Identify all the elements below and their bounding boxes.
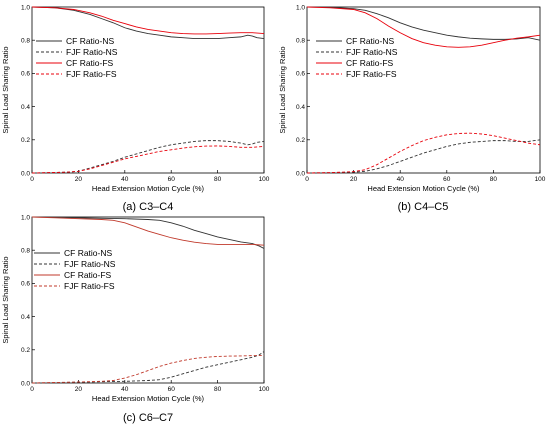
series-line-cf-ratio-fs	[31, 6, 265, 35]
x-tick-label: 60	[168, 386, 176, 393]
legend-label: FJF Ratio-FS	[66, 69, 117, 79]
x-tick-label: 100	[259, 386, 270, 393]
y-tick-label: 0.6	[21, 71, 30, 78]
y-axis-label: Spinal Load Sharing Ratio	[1, 256, 10, 343]
y-tick-label: 0.8	[296, 38, 305, 45]
x-tick-label: 80	[490, 176, 498, 183]
x-tick-label: 40	[121, 386, 129, 393]
legend-label: CF Ratio-NS	[64, 248, 113, 258]
legend-label: FJF Ratio-NS	[346, 47, 398, 57]
legend-label: FJF Ratio-FS	[346, 69, 397, 79]
legend-label: CF Ratio-FS	[346, 58, 394, 68]
x-tick-label: 0	[30, 386, 34, 393]
legend-label: CF Ratio-FS	[66, 58, 114, 68]
x-tick-label: 0	[305, 176, 309, 183]
y-tick-label: 0.6	[21, 281, 30, 288]
y-tick-label: 0.2	[21, 347, 30, 354]
legend-label: CF Ratio-NS	[346, 36, 395, 46]
panel-caption: (c) C6–C7	[123, 412, 173, 424]
x-tick-label: 40	[397, 176, 405, 183]
y-tick-label: 0.0	[21, 380, 30, 387]
series-line-fjf-ratio-fs	[306, 132, 541, 174]
y-tick-label: 0.2	[296, 137, 305, 144]
chart-panel-3: 0 20 40 60 80 100 0.0 0.2 0.4 0.6 0.8 1.0 Head Exten…	[1, 214, 270, 424]
x-tick-label: 80	[214, 386, 222, 393]
x-tick-label: 80	[214, 176, 222, 183]
series-line-fjf-ratio-fs	[31, 355, 264, 384]
y-tick-label: 0.4	[296, 104, 305, 111]
y-tick-label: 1.0	[296, 4, 305, 11]
x-tick-label: 100	[259, 176, 270, 183]
y-tick-label: 0.8	[21, 38, 30, 45]
x-axis-label: Head Extension Motion Cycle (%)	[367, 184, 480, 193]
chart-panel-1: 0 20 40 60 80 100 0.0 0.2 0.4 0.6 0.8 1.0 Head Exten…	[1, 4, 270, 213]
y-axis-label: Spinal Load Sharing Ratio	[278, 46, 287, 133]
y-tick-label: 0.6	[296, 71, 305, 78]
y-tick-label: 1.0	[21, 214, 30, 221]
plot-frame	[31, 6, 265, 174]
x-tick-label: 60	[168, 176, 176, 183]
plot-frame	[31, 216, 265, 384]
legend-label: FJF Ratio-NS	[64, 259, 116, 269]
plot-frame	[306, 6, 541, 174]
x-tick-label: 40	[121, 176, 129, 183]
series-line-cf-ratio-fs	[306, 6, 541, 48]
series-line-cf-ratio-ns	[31, 6, 265, 39]
x-tick-label: 20	[75, 386, 83, 393]
panel-caption: (b) C4–C5	[398, 201, 449, 213]
x-axis-label: Head Extension Motion Cycle (%)	[92, 394, 205, 403]
y-tick-label: 0.0	[21, 170, 30, 177]
x-tick-label: 60	[443, 176, 451, 183]
y-tick-label: 0.4	[21, 314, 30, 321]
series-line-fjf-ratio-ns	[306, 139, 541, 174]
series-line-cf-ratio-ns	[31, 216, 265, 249]
y-tick-label: 0.4	[21, 104, 30, 111]
y-tick-label: 0.0	[296, 170, 305, 177]
y-axis-label: Spinal Load Sharing Ratio	[1, 46, 10, 133]
series-line-cf-ratio-fs	[31, 216, 265, 246]
x-tick-label: 100	[535, 176, 546, 183]
x-tick-label: 20	[350, 176, 358, 183]
legend-label: CF Ratio-NS	[66, 36, 115, 46]
x-tick-label: 20	[75, 176, 83, 183]
series-line-fjf-ratio-fs	[31, 145, 265, 174]
legend-label: FJF Ratio-FS	[64, 281, 115, 291]
y-tick-label: 0.2	[21, 137, 30, 144]
x-axis-label: Head Extension Motion Cycle (%)	[92, 184, 205, 193]
series-line-fjf-ratio-ns	[31, 140, 265, 174]
legend-label: FJF Ratio-NS	[66, 47, 118, 57]
y-tick-label: 1.0	[21, 4, 30, 11]
y-tick-label: 0.8	[21, 248, 30, 255]
chart-panel-2: 0 20 40 60 80 100 0.0 0.2 0.4 0.6 0.8 1.0 Head Exten…	[278, 4, 546, 213]
legend-label: CF Ratio-FS	[64, 270, 112, 280]
panel-caption: (a) C3–C4	[123, 201, 174, 213]
x-tick-label: 0	[30, 176, 34, 183]
series-line-cf-ratio-ns	[306, 6, 541, 41]
